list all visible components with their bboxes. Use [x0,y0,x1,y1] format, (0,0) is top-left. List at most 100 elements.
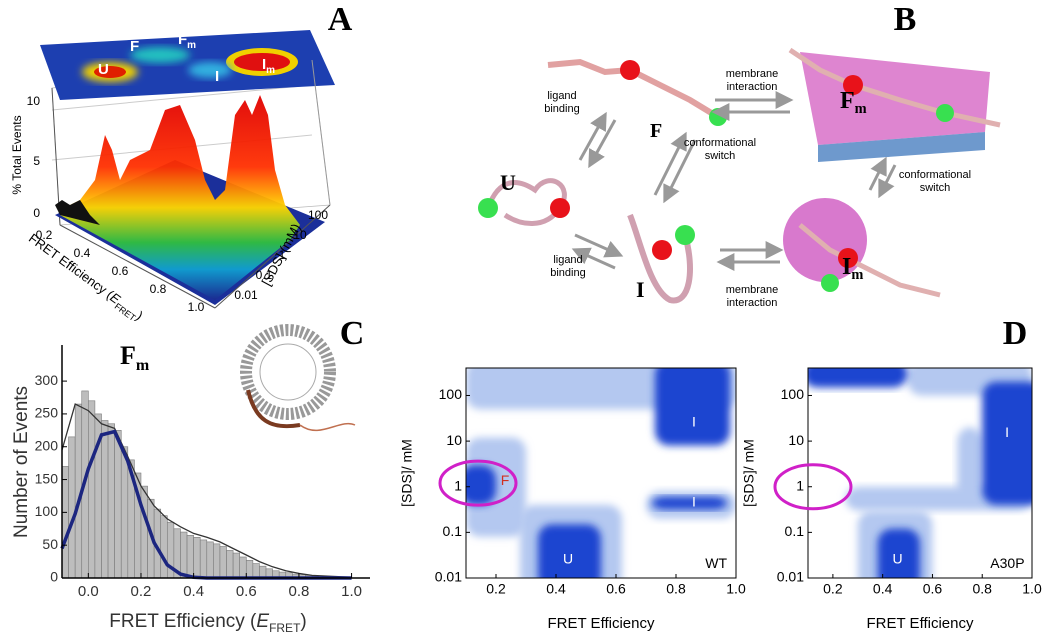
state-label: Im [842,254,863,284]
map-label-part: m [187,40,196,51]
vesicle-inset [240,324,356,431]
bar [180,531,188,579]
y-tick-label: 100 [308,208,328,222]
y-tick-label: 0.1 [443,523,463,539]
x-axis-title-part: FRET [269,621,301,635]
y-tick-label: 0.01 [234,288,258,302]
y-tick-label: 0.1 [785,523,805,539]
z-tick-label: 0 [33,206,40,220]
panel-label: A [328,1,353,38]
bar [186,535,194,579]
y-axis-title: [SDS]/ mM [741,439,757,507]
x-axis-title: FRET Efficiency (EFRET) [109,611,306,635]
x-tick-label: 0.8 [150,282,167,296]
state-label-part: I [842,254,851,280]
panel-label: C [340,315,365,352]
state-label-part: F [840,88,855,114]
y-tick-label: 300 [35,372,59,388]
x-tick-label: 0.6 [606,581,626,597]
y-tick-label: 150 [35,470,59,486]
annotation: I [1005,424,1009,440]
map-label: F [130,38,139,55]
state-label-part: m [855,101,867,117]
x-tick-label: 0.2 [486,581,506,597]
y-tick-label: 0.01 [435,569,462,585]
arrow-label-line: interaction [727,297,778,309]
contour-map [466,368,736,578]
map-label-part: m [266,65,275,76]
x-tick-label: 0.6 [112,264,129,278]
bar [140,485,148,579]
fit-line [61,403,352,578]
y-tick-label: 0.1 [256,268,273,282]
contour-map [808,368,1032,578]
annotation: U [893,551,903,567]
highlight-ellipse [438,459,518,507]
state-label: U [500,170,516,195]
density-region [877,528,920,578]
x-tick-label: 0.8 [288,583,309,600]
y-tick-label: 250 [35,405,59,421]
state-label-part: U [500,170,516,195]
bar [252,563,260,579]
y-tick-label: 10 [446,432,462,448]
map-label-part: F [130,38,139,55]
y-tick-label: 1 [454,477,462,493]
annotation: WT [705,555,727,571]
bar [206,541,214,579]
x-tick-label: 0.4 [873,581,893,597]
x-axis-title: FRET Efficiency [867,615,974,632]
y-tick-label: 1 [279,248,286,262]
arrow-label: ligand binding [544,90,579,115]
arrow-label: conformational switch [684,137,756,162]
y-tick-label: 0.01 [777,569,804,585]
state-label-part: I [636,277,645,302]
x-tick-label: 0.2 [823,581,843,597]
panel-a-graphic [40,30,335,309]
panel-b-graphic [478,47,1001,304]
x-tick-label: 0.8 [666,581,686,597]
arrow-label-line: binding [550,267,585,279]
arrow-label-line: membrane [726,284,779,296]
state-label: I [636,277,645,302]
x-tick-label: 0.6 [923,581,943,597]
x-tick-label: 0.4 [546,581,566,597]
annotation: U [563,551,573,567]
y-tick-label: 0 [50,569,58,585]
x-tick-label: 0.6 [236,583,257,600]
arrow-label-line: ligand [553,254,582,266]
panel-label: D [1003,315,1028,352]
arrow-label-line: membrane [726,68,779,80]
map-label: I [215,68,219,85]
z-axis-title: % Total Events [10,115,24,194]
density-region [466,464,496,505]
bar [232,552,240,579]
arrow-label-line: switch [705,150,736,162]
map-label: U [98,61,109,78]
density-region [652,496,727,510]
x-tick-label: 1.0 [1022,581,1042,597]
x-tick-label: 1.0 [188,300,205,314]
y-tick-label: 100 [781,386,805,402]
x-tick-label: 0.8 [972,581,992,597]
annotation: I [692,414,696,430]
annotation: I [692,493,696,509]
panel-label: B [894,1,917,38]
y-tick-label: 10 [293,228,307,242]
plot-frame [465,367,737,579]
bar [107,423,115,579]
y-tick-label: 10 [788,432,804,448]
density-region [808,368,908,388]
x-tick-label: 0.2 [36,228,53,242]
bar [226,550,234,579]
y-axis-title: [SDS]/ mM [399,439,415,507]
x-tick-label: 0.4 [183,583,204,600]
bar [219,546,227,579]
annotation-part: m [136,357,150,374]
density-region [538,524,601,578]
arrow-label: membrane interaction [726,68,779,93]
bar [68,436,76,579]
bar [239,556,247,579]
y-tick-label: 200 [35,437,59,453]
